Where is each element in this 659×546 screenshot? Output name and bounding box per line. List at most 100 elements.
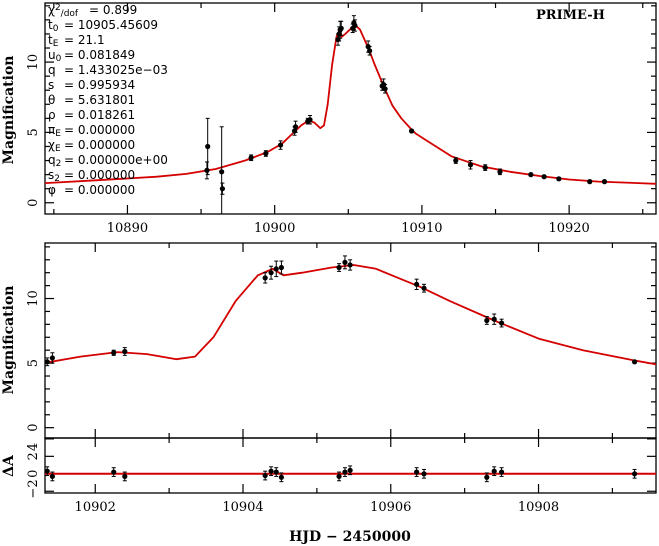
parameter-value: = 0.995934 [64, 78, 135, 92]
data-point [498, 320, 505, 326]
x-tick-label: 10910 [401, 221, 442, 236]
x-axis-label: HJD − 2450000 [289, 529, 411, 545]
bottom-panel: 0 5 10 [26, 242, 657, 439]
data-point [414, 469, 420, 475]
residual-panel-frame [44, 437, 657, 494]
top-annotation: PRIME-H [536, 8, 605, 23]
parameter-value: = 0.899 [89, 3, 137, 17]
data-point [307, 117, 313, 123]
data-point [219, 186, 226, 192]
data-point [336, 473, 342, 480]
data-point [49, 355, 55, 361]
data-point [491, 316, 497, 322]
bottom-ylabel: Magnification [1, 286, 17, 395]
bottom-panel-data [45, 255, 656, 367]
y-tick-label: 4 [26, 443, 41, 451]
x-tick-label: 10890 [107, 221, 148, 236]
y-tick-label: 0 [26, 470, 41, 478]
data-point [45, 359, 50, 365]
data-point [278, 264, 285, 271]
data-point [248, 155, 254, 161]
data-point [497, 169, 503, 175]
data-point [262, 275, 268, 281]
data-point [342, 469, 348, 475]
data-point [409, 128, 415, 134]
parameter-symbol: s [48, 78, 54, 92]
parameter-value: = 0.000000 [64, 168, 135, 182]
data-point [631, 471, 638, 477]
parameter-value: = 1.433025e−03 [64, 63, 168, 77]
parameter-subscript: 2 [56, 159, 62, 169]
data-point [277, 142, 284, 148]
data-point [453, 157, 459, 164]
data-point [541, 174, 547, 180]
y-tick-label: 0 [26, 199, 41, 207]
model-curve [45, 24, 656, 185]
parameter-symbol: πE [48, 123, 61, 139]
data-point [219, 169, 225, 175]
data-point [587, 179, 593, 185]
data-point [111, 469, 117, 475]
data-point [342, 259, 348, 265]
parameter-subscript: 0 [56, 54, 62, 64]
parameter-symbol: s2 [48, 168, 60, 184]
top-panel-frame [44, 2, 657, 215]
data-point [601, 179, 608, 185]
data-point [491, 468, 497, 474]
parameter-value: = 0.000000 [64, 123, 135, 137]
x-tick-label: 10906 [370, 500, 411, 515]
data-point [528, 172, 534, 178]
y-tick-label: 10 [26, 290, 41, 307]
top-panel-data [45, 15, 656, 214]
data-point [122, 473, 128, 480]
parameter-subscript: E [53, 39, 59, 49]
data-point [382, 86, 388, 92]
data-point [352, 22, 358, 29]
parameter-value: = 0.018261 [64, 108, 135, 122]
y-tick-label: 0 [26, 424, 41, 432]
data-point [204, 167, 210, 173]
x-tick-label: 10908 [518, 500, 559, 515]
residual-ylabel: ΔA [1, 454, 17, 477]
parameter-symbol: u0 [48, 48, 62, 64]
data-point [421, 471, 427, 477]
parameter-symbol: q2 [48, 153, 61, 169]
data-point [467, 162, 474, 168]
parameter-value: = 0.081849 [64, 48, 135, 62]
parameter-value: = 0.000000 [64, 183, 135, 197]
parameter-symbol: tE [48, 33, 59, 49]
data-point [111, 350, 117, 356]
parameter-superscript: 2 [55, 3, 61, 13]
parameter-subscript: E [55, 129, 61, 139]
parameter-subscript: E [55, 144, 61, 154]
parameter-symbol: t0 [48, 18, 59, 34]
parameter-value: = 5.631801 [64, 93, 135, 107]
parameter-value: = 0.000000 [64, 138, 135, 152]
parameter-value: = 21.1 [64, 33, 105, 47]
y-tick-label: 5 [26, 359, 41, 367]
data-point [421, 285, 427, 291]
residual-panel-data [45, 465, 656, 483]
parameter-symbol: φ [48, 183, 56, 197]
parameter-subscript: /dof [61, 9, 79, 19]
data-point [482, 164, 488, 171]
residual-panel: 10902 10904 10906 10908 −20 24 [26, 437, 657, 515]
y-tick-label: 10 [26, 54, 41, 71]
bottom-panel-frame [44, 242, 657, 439]
data-point [414, 281, 420, 287]
data-point [347, 262, 353, 268]
data-point [336, 264, 342, 271]
parameter-value: = 0.000000e+00 [64, 153, 168, 167]
data-point [122, 348, 128, 355]
data-point [273, 469, 279, 475]
x-tick-label: 10920 [548, 221, 589, 236]
top-panel: 10890 10900 10910 10920 0 5 10 [26, 2, 657, 236]
x-tick-label: 10904 [222, 500, 263, 515]
data-point [631, 359, 638, 365]
x-tick-label: 10902 [75, 500, 116, 515]
data-point [273, 266, 279, 272]
y-tick-label: 5 [26, 128, 41, 136]
data-point [292, 124, 299, 130]
y-tick-label: −2 [26, 479, 41, 498]
parameter-symbol: χ2/dof [48, 3, 79, 19]
